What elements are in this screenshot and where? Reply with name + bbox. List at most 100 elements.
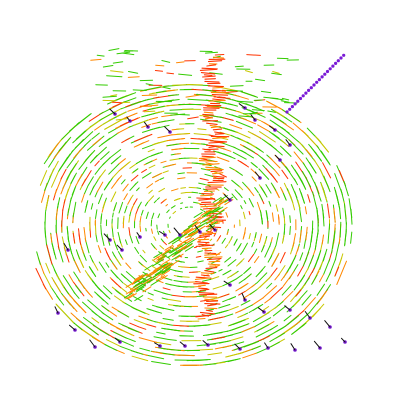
red-shear-band (123, 53, 234, 320)
streamline-segment (99, 117, 114, 127)
swirl-segment (212, 197, 222, 203)
swirl-segment (163, 263, 173, 269)
streamline-segment (255, 328, 273, 338)
streamline-segment (258, 168, 270, 180)
shear-segment (194, 277, 210, 280)
swirl-segment (215, 209, 225, 216)
streamline-segment (75, 130, 86, 140)
streamline-segment (152, 140, 169, 146)
streamline-segment (254, 187, 259, 194)
streamline-segment (280, 100, 290, 103)
streamline-segment (55, 207, 58, 220)
streamline-segment (251, 176, 257, 182)
swirl-segment (135, 286, 145, 293)
marker-tail (114, 337, 121, 343)
shear-segment (204, 148, 219, 151)
swirl-segment (182, 237, 192, 244)
streamline-segment (72, 232, 76, 244)
streamline-segment (216, 238, 220, 242)
streamline-segment (224, 270, 231, 275)
streamline-segment (160, 238, 164, 242)
shear-segment (198, 287, 208, 290)
streamline-segment (133, 319, 147, 325)
streamline-segment (95, 233, 98, 243)
streamline-segment (140, 209, 144, 216)
swirl-segment (129, 287, 139, 294)
marker-tail (324, 320, 331, 328)
streamline-segment (123, 112, 138, 119)
streamline-segment (261, 157, 275, 171)
streamline-segment (43, 272, 53, 289)
streamline-segment (293, 298, 301, 307)
streamline-segment (85, 150, 96, 161)
streamline-segment (241, 326, 256, 333)
seed-marker (328, 67, 332, 71)
streamline-segment (301, 180, 307, 190)
streamline-segment (70, 312, 82, 323)
seed-marker (323, 72, 327, 76)
streamline-segment (138, 326, 147, 330)
streamline-segment (227, 259, 237, 267)
streamline-segment (225, 352, 244, 358)
streamline-segment (167, 94, 180, 97)
shear-segment (209, 124, 218, 128)
shear-segment (204, 307, 218, 310)
streamline-segment (254, 256, 260, 264)
swirl-segment (133, 281, 143, 288)
streamline-segment (247, 131, 261, 139)
streamline-segment (168, 229, 171, 234)
streamline-segment (325, 271, 332, 282)
streamline-segment (227, 306, 239, 311)
swirl-segment (160, 249, 170, 256)
streamline-segment (130, 194, 134, 199)
streamline-segment (54, 176, 63, 196)
swirl-segment (142, 286, 152, 293)
streamline-segment (257, 124, 270, 133)
shear-segment (214, 131, 224, 134)
streamline-segment (314, 181, 322, 202)
streamline-segment (260, 306, 278, 319)
streamline-segment (166, 209, 170, 214)
seed-marker (317, 78, 321, 82)
swirl-segment (217, 200, 227, 207)
streamline-segment (270, 114, 285, 124)
streamline-segment (50, 233, 53, 243)
streamline-segment (237, 111, 261, 122)
streamline-segment (78, 233, 82, 245)
streamline-segment (275, 232, 280, 246)
streamline-segment (281, 284, 292, 296)
streamline-segment (142, 271, 152, 279)
streamline-segment (163, 198, 167, 202)
seed-marker (296, 99, 300, 103)
streamline-segment (135, 236, 139, 242)
streamline-segment (245, 70, 253, 74)
streamline-segment (202, 188, 209, 192)
streamline-segment (68, 274, 74, 283)
streamline-segment (224, 244, 229, 249)
streamline-segment (299, 230, 302, 243)
streamline-segment (275, 204, 279, 212)
streamline-segment (173, 280, 183, 283)
streamline-segment (175, 270, 183, 273)
streamline-segment (104, 176, 114, 190)
shear-segment (207, 215, 224, 218)
streamline-segment (110, 269, 119, 279)
streamline-segment (206, 105, 221, 108)
streamline-segment (225, 107, 237, 112)
streamline-segment (89, 266, 94, 274)
streamline-segment (70, 163, 77, 173)
streamline-segment (196, 93, 207, 96)
streamline-segment (154, 110, 165, 114)
swirl-segment (125, 288, 135, 295)
streamline-segment (106, 75, 123, 78)
swirl-segment (143, 278, 153, 285)
streamline-segment (132, 168, 139, 173)
streamline-segment (190, 137, 208, 141)
streamline-segment (61, 236, 67, 256)
streamline-segment (130, 206, 134, 212)
streamline-segment (122, 183, 129, 192)
streamline-segment (199, 177, 209, 181)
streamline-segment (75, 249, 81, 260)
streamline-segment (273, 169, 280, 177)
streamline-segment (322, 248, 328, 262)
